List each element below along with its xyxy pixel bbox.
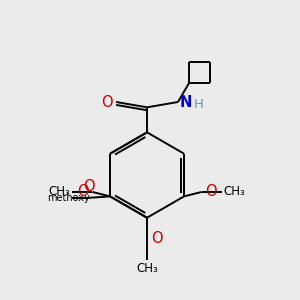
Text: CH₃: CH₃ xyxy=(136,262,158,275)
Text: CH₃: CH₃ xyxy=(224,185,245,199)
Text: CH₃: CH₃ xyxy=(49,185,70,199)
Text: methoxy: methoxy xyxy=(47,193,90,203)
Text: O: O xyxy=(206,184,217,200)
Text: O: O xyxy=(101,94,112,110)
Text: O: O xyxy=(77,184,88,200)
Text: O: O xyxy=(151,231,163,246)
Text: O: O xyxy=(83,179,95,194)
Text: H: H xyxy=(193,98,203,111)
Text: N: N xyxy=(179,94,192,110)
